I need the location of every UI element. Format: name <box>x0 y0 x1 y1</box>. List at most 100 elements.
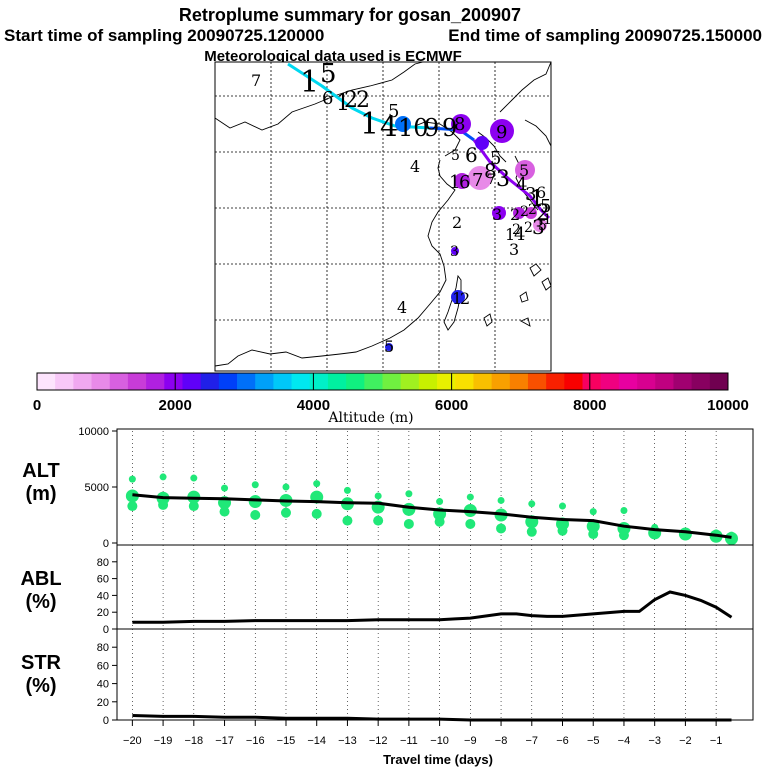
colorbar-cell <box>418 373 438 390</box>
map-day-label: 9 <box>496 122 507 143</box>
alt-scatter-point <box>280 507 291 518</box>
travel-day-labels: 7 1 5 2 6 1 2 5 1 4 10 9 9 8 6 5 9 5 7 5… <box>251 59 552 356</box>
str-line <box>132 714 732 722</box>
alt-scatter-point <box>466 493 474 501</box>
colorbar-tick-label: 2000 <box>159 397 192 414</box>
colorbar-cell <box>400 373 420 390</box>
alt-scatter-point <box>724 532 738 546</box>
alt-scatter-point <box>374 492 382 500</box>
map-day-label: 5 <box>490 148 501 169</box>
alt-scatter-point <box>678 527 692 541</box>
map-day-label: 1 <box>360 107 379 142</box>
x-tick-label: −14 <box>307 735 326 747</box>
y-tick-label: 0 <box>103 624 109 636</box>
alt-scatter-point <box>618 530 629 541</box>
plume-markers <box>385 114 547 351</box>
colorbar-cell <box>73 373 92 390</box>
str-unit-label: (%) <box>25 675 56 697</box>
abl-panel: 80 60 40 20 0 ABL (%) <box>20 544 754 636</box>
colorbar-cell <box>200 373 220 390</box>
abl-line <box>132 590 733 624</box>
coastlines <box>214 61 552 367</box>
x-tick-label: −9 <box>464 735 477 747</box>
alt-scatter-point <box>158 499 169 510</box>
alt-scatter-point <box>589 508 597 516</box>
colorbar-cell <box>309 373 329 390</box>
alt-scatter-point <box>159 473 167 481</box>
colorbar-cell <box>655 373 674 390</box>
map-day-label: 1 <box>452 289 462 308</box>
met-data-label: Meteorological data used is ECMWF <box>204 48 462 65</box>
alt-scatter-point <box>127 501 138 512</box>
colorbar-cell <box>37 373 56 390</box>
alt-scatter-point <box>496 523 507 534</box>
alt-scatter-point <box>588 529 599 540</box>
map-day-label: 7 <box>487 172 496 188</box>
alt-scatter-point <box>528 500 536 508</box>
map-day-label: 1 <box>530 187 544 212</box>
map-day-label: 3 <box>492 205 502 224</box>
alt-scatter-point <box>465 518 476 529</box>
colorbar-cell <box>255 373 274 390</box>
map-day-label: 6 <box>322 88 333 109</box>
map-day-label: 4 <box>410 157 420 176</box>
y-tick-label: 40 <box>97 679 109 691</box>
colorbar-cell <box>527 373 547 390</box>
colorbar-cell <box>273 373 292 390</box>
plume-marker <box>492 206 506 220</box>
alt-scatter-point <box>405 490 413 498</box>
map-day-label: 8 <box>484 159 497 183</box>
colorbar-cell <box>237 373 256 390</box>
x-tick-label: −8 <box>495 735 508 747</box>
colorbar-cell <box>382 373 402 390</box>
map-day-label: 2 <box>520 204 529 220</box>
map-day-label: 10 <box>398 114 429 142</box>
plume-marker <box>513 207 525 219</box>
map-day-label: 2 <box>452 213 462 232</box>
colorbar-cell <box>582 373 602 390</box>
x-tick-label: −19 <box>154 735 173 747</box>
x-tick-label: −2 <box>679 735 692 747</box>
plume-marker <box>451 114 471 134</box>
x-tick-label: −7 <box>526 735 539 747</box>
x-tick-label: −17 <box>215 735 234 747</box>
x-tick-label: −3 <box>648 735 661 747</box>
x-tick-label: −1 <box>710 735 723 747</box>
colorbar-tick-label: 8000 <box>573 397 606 414</box>
y-tick-label: 5000 <box>85 482 109 494</box>
alt-scatter-point <box>219 506 230 517</box>
x-tick-label: −4 <box>618 735 631 747</box>
colorbar-cell <box>55 373 74 390</box>
map-day-label: 1 <box>300 65 319 100</box>
colorbar-tick-label: 0 <box>33 397 41 414</box>
y-tick-label: 40 <box>97 590 109 602</box>
end-time-label: End time of sampling 20090725.150000 <box>448 26 762 45</box>
str-frame <box>116 628 754 721</box>
map-day-label: 1 <box>505 225 515 244</box>
colorbar-tick-label: 10000 <box>707 397 749 414</box>
map-day-label: 3 <box>450 244 459 260</box>
alt-scatter-point <box>434 516 445 527</box>
map-day-label: 5 <box>320 59 337 89</box>
alt-scatter-point <box>620 507 628 515</box>
plume-marker <box>451 247 459 255</box>
colorbar-cell <box>618 373 638 390</box>
altitude-colorbar: 0 2000 4000 6000 8000 10000 Altitude (m) <box>33 372 749 426</box>
alt-scatter-point <box>251 481 259 489</box>
colorbar-cell <box>291 373 311 390</box>
colorbar-cell <box>218 373 238 390</box>
colorbar-cell <box>327 373 347 390</box>
alt-scatter-point <box>436 498 444 506</box>
y-tick-label: 60 <box>97 660 109 672</box>
map-day-label: 2 <box>512 222 521 238</box>
x-tick-label: −10 <box>430 735 449 747</box>
map-day-label: 3 <box>509 240 519 259</box>
x-tick-label: −18 <box>184 735 203 747</box>
y-tick-label: 80 <box>97 642 109 654</box>
x-tick-label: −15 <box>277 735 296 747</box>
map-panel: 7 1 5 2 6 1 2 5 1 4 10 9 9 8 6 5 9 5 7 5… <box>214 59 552 372</box>
abl-label: ABL <box>20 568 61 590</box>
alt-label: ALT <box>22 460 59 482</box>
map-day-label: 7 <box>251 71 261 90</box>
alt-scatter-point <box>342 515 353 526</box>
